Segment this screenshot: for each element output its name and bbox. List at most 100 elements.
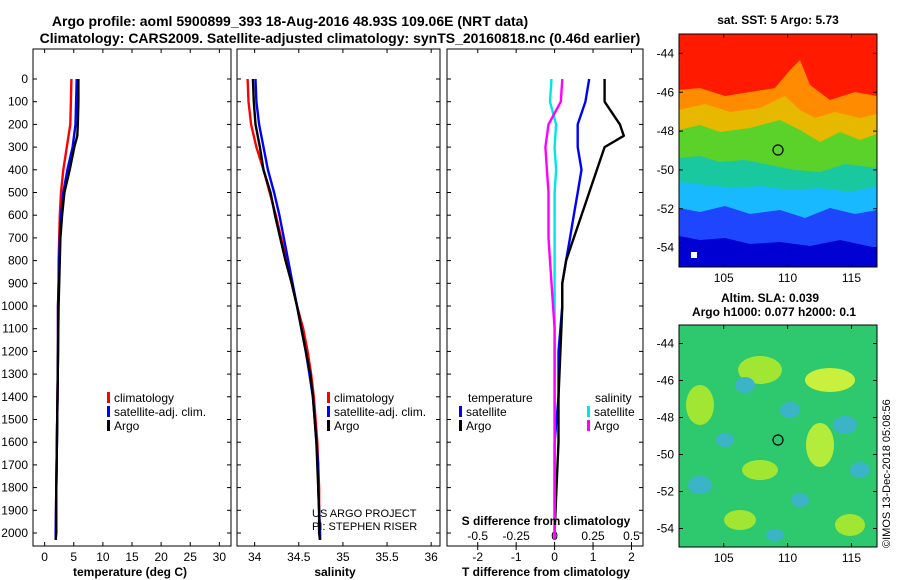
map-tick-label: -50 — [657, 163, 675, 177]
legend-label-climatology: climatology — [114, 391, 174, 405]
sla-background — [679, 325, 877, 547]
sst-map-frame — [678, 33, 878, 268]
depth-tick-label: 1200 — [1, 344, 28, 358]
imos-timestamp: ©IMOS 13-Dec-2018 05:08:56 — [881, 399, 893, 548]
legend-label-s-satellite: satellite — [594, 405, 635, 419]
sla-blob — [805, 368, 855, 392]
sla-map-title: Altim. SLA: 0.039 — [721, 291, 819, 305]
map-tick-label: -44 — [657, 46, 675, 60]
sst-band-darkblue — [679, 236, 877, 267]
legend-swatch-climatology — [327, 392, 330, 403]
sla-blob — [738, 356, 782, 384]
depth-tick-label: 1000 — [1, 299, 28, 313]
map-tick-label: -48 — [657, 124, 675, 138]
map-tick-label: 115 — [842, 551, 861, 565]
depth-tick-label: 500 — [8, 186, 28, 200]
sla-map-axes: -44 -46 -48 -50 -52 -54 105 110 115 — [657, 325, 877, 565]
map-tick-label: -52 — [657, 485, 675, 499]
map-tick-label: -44 — [657, 337, 675, 351]
salinity-axis-tick-label: 36 — [424, 550, 438, 564]
depth-tick-label: 700 — [8, 231, 28, 245]
salinity-legend: climatology satellite-adj. clim. Argo US… — [312, 391, 426, 533]
credit-pi: PI: STEPHEN RISER — [312, 521, 417, 533]
legend-swatch-argo — [327, 420, 330, 431]
salinity-profiles — [246, 78, 322, 540]
tdiff-axis-tick-label: 1 — [590, 550, 597, 564]
legend-label-argo: Argo — [334, 419, 360, 433]
temperature-axis-tick-label: 10 — [96, 550, 110, 564]
legend-label-satellite: satellite-adj. clim. — [114, 405, 206, 419]
sst-map — [679, 34, 877, 267]
legend-label-argo: Argo — [114, 419, 140, 433]
legend-label-t-satellite: satellite — [466, 405, 507, 419]
tdiff-axis-tick-label: -2 — [472, 550, 483, 564]
sla-blob — [791, 493, 809, 507]
sla-blob — [686, 385, 714, 425]
temperature-axis-tick-label: 5 — [70, 550, 77, 564]
depth-tick-label: 1800 — [1, 481, 28, 495]
salinity-axis-tick-label: 35 — [336, 550, 350, 564]
legend-label-t-argo: Argo — [466, 419, 492, 433]
series-line-salinity-argo — [544, 78, 564, 540]
sst-map-axes: -44 -46 -48 -50 -52 -54 105 110 115 — [657, 34, 877, 285]
salinity-axis-tick-label: 34 — [248, 550, 262, 564]
depth-tick-label: 400 — [8, 163, 28, 177]
legend-swatch-t-argo — [459, 420, 462, 431]
sst-argo-marker — [772, 144, 784, 156]
sdiff-axis-tick-label: -0.25 — [502, 529, 530, 543]
temperature-axis-tick-label: 25 — [184, 550, 198, 564]
temperature-profiles — [54, 78, 80, 540]
sdiff-axis-tick-label: -0.5 — [467, 529, 488, 543]
map-tick-label: 115 — [842, 271, 861, 285]
series-line-satellite-adj-clim- — [254, 78, 322, 540]
sla-map-frame — [678, 324, 878, 548]
x-axes: 0 5 10 15 20 25 30 34 34.5 35 35.5 36 -2 -1 0 1 2 -0.5 -0.… — [41, 49, 640, 564]
sla-blob — [742, 460, 778, 480]
title-line1: Argo profile: aoml 5900899_393 18-Aug-20… — [52, 13, 528, 29]
map-tick-label: -54 — [657, 522, 675, 536]
depth-tick-label: 0 — [21, 72, 28, 86]
legend-label-climatology: climatology — [334, 391, 394, 405]
legend-swatch-satellite — [107, 406, 110, 417]
map-tick-label: -46 — [657, 374, 675, 388]
series-line-argo — [54, 79, 80, 540]
credit-project: US ARGO PROJECT — [312, 508, 417, 520]
sla-blob — [780, 402, 800, 418]
depth-axis: 0 100 200 300 400 500 600 700 800 900 1000 1100 1200… — [1, 72, 643, 540]
depth-tick-label: 1100 — [2, 322, 28, 336]
sla-blob — [806, 423, 834, 467]
map-tick-label: -50 — [657, 448, 675, 462]
depth-tick-label: 1300 — [1, 367, 28, 381]
map-tick-label: 110 — [778, 551, 797, 565]
legend-temperature-title: temperature — [468, 391, 533, 405]
map-tick-label: -48 — [657, 411, 675, 425]
map-tick-label: 105 — [714, 271, 734, 285]
depth-tick-label: 100 — [8, 95, 28, 109]
series-line-temperature-satellite — [553, 78, 591, 540]
sla-map-subtitle: Argo h1000: 0.077 h2000: 0.1 — [692, 305, 856, 319]
depth-tick-label: 800 — [8, 254, 28, 268]
temperature-axis-tick-label: 15 — [125, 550, 139, 564]
temperature-axis-tick-label: 30 — [213, 550, 227, 564]
legend-swatch-climatology — [107, 392, 110, 403]
legend-swatch-s-satellite — [587, 406, 590, 417]
map-tick-label: 105 — [714, 551, 734, 565]
sla-blob — [724, 510, 756, 530]
depth-tick-label: 600 — [8, 208, 28, 222]
title-line2: Climatology: CARS2009. Satellite-adjuste… — [40, 30, 641, 46]
tdiff-axis-label: T difference from climatology — [462, 565, 630, 579]
legend-swatch-satellite — [327, 406, 330, 417]
depth-tick-label: 200 — [8, 117, 28, 131]
sla-argo-marker — [772, 434, 784, 446]
difference-profiles — [544, 78, 625, 540]
legend-label-satellite: satellite-adj. clim. — [334, 405, 426, 419]
sla-blob — [716, 433, 734, 447]
temperature-legend: climatology satellite-adj. clim. Argo — [107, 391, 206, 433]
sst-map-title: sat. SST: 5 Argo: 5.73 — [717, 13, 839, 27]
temperature-axis-label: temperature (deg C) — [73, 565, 187, 579]
sdiff-axis-label: S difference from climatology — [462, 514, 631, 528]
legend-swatch-t-satellite — [459, 406, 462, 417]
depth-tick-label: 300 — [8, 140, 28, 154]
sla-blob — [766, 529, 784, 541]
legend-salinity-title: salinity — [595, 391, 632, 405]
